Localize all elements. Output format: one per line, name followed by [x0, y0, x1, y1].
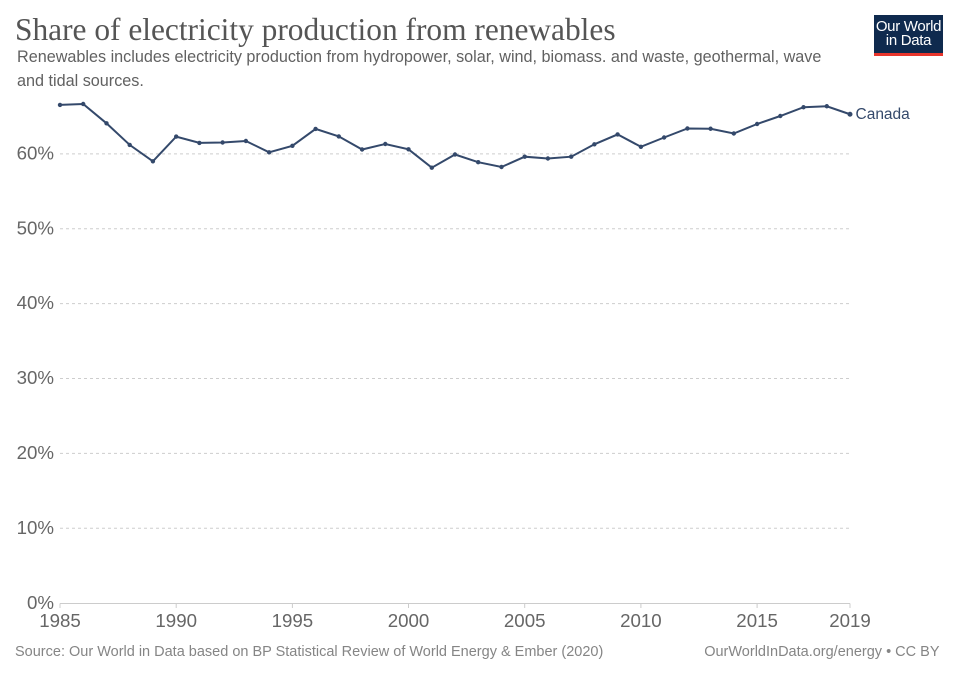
svg-text:2005: 2005 [504, 610, 546, 631]
svg-text:10%: 10% [17, 517, 54, 538]
svg-text:50%: 50% [17, 217, 54, 238]
svg-text:0%: 0% [27, 592, 54, 613]
svg-text:2019: 2019 [829, 610, 871, 631]
svg-text:60%: 60% [17, 143, 54, 164]
svg-text:2015: 2015 [736, 610, 778, 631]
svg-text:2000: 2000 [388, 610, 430, 631]
svg-text:30%: 30% [17, 367, 54, 388]
svg-text:Canada: Canada [856, 106, 911, 123]
svg-text:20%: 20% [17, 442, 54, 463]
svg-text:1995: 1995 [272, 610, 314, 631]
svg-text:40%: 40% [17, 292, 54, 313]
svg-text:2010: 2010 [620, 610, 662, 631]
svg-text:1985: 1985 [39, 610, 81, 631]
svg-text:1990: 1990 [155, 610, 197, 631]
